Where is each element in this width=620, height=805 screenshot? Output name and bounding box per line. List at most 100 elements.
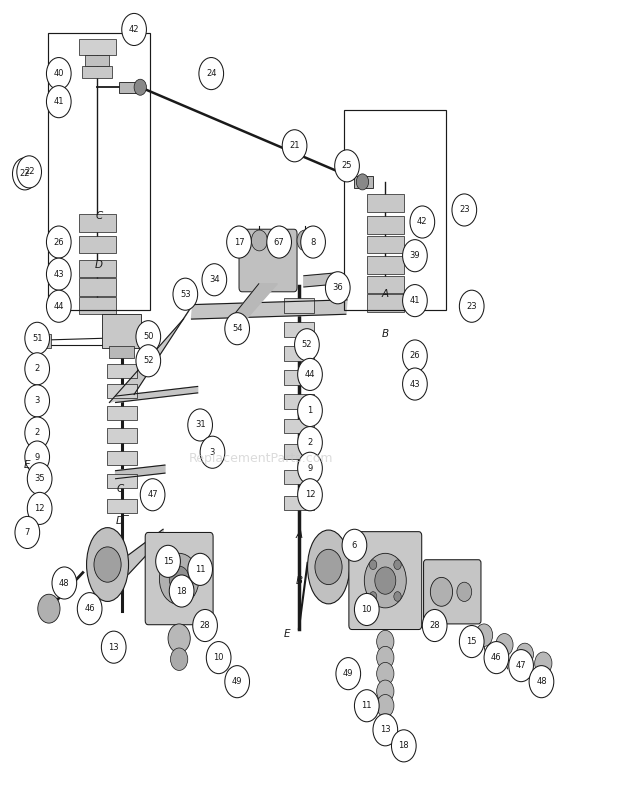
Text: 49: 49 (343, 669, 353, 678)
Circle shape (25, 417, 50, 449)
Text: 18: 18 (399, 741, 409, 750)
Circle shape (430, 577, 453, 606)
FancyBboxPatch shape (423, 559, 481, 624)
Text: 26: 26 (53, 237, 64, 246)
Polygon shape (350, 557, 358, 576)
Circle shape (25, 353, 50, 385)
Circle shape (200, 436, 225, 469)
Circle shape (225, 666, 249, 698)
Bar (367, 294, 404, 312)
Circle shape (370, 560, 377, 569)
Circle shape (173, 279, 198, 310)
Bar (284, 444, 314, 459)
Ellipse shape (87, 527, 128, 601)
Circle shape (169, 566, 189, 592)
Circle shape (193, 609, 218, 642)
Bar (344, 109, 446, 310)
Circle shape (484, 642, 509, 674)
Circle shape (410, 206, 435, 238)
Text: 2: 2 (35, 428, 40, 437)
Circle shape (529, 666, 554, 698)
Text: 28: 28 (200, 621, 210, 630)
Circle shape (294, 328, 319, 361)
Circle shape (355, 690, 379, 722)
Bar (107, 499, 136, 514)
Text: 42: 42 (417, 217, 428, 226)
Bar (284, 394, 314, 409)
Circle shape (188, 409, 213, 441)
Circle shape (377, 695, 394, 717)
Text: 39: 39 (410, 251, 420, 260)
Text: 35: 35 (34, 474, 45, 483)
Bar (367, 217, 404, 234)
Text: 17: 17 (234, 237, 244, 246)
Circle shape (46, 258, 71, 290)
Polygon shape (115, 386, 198, 402)
Text: 7: 7 (25, 528, 30, 537)
Circle shape (452, 194, 477, 226)
Text: 43: 43 (410, 379, 420, 389)
Text: 11: 11 (195, 565, 205, 574)
Text: 3: 3 (210, 448, 215, 456)
Circle shape (188, 553, 213, 585)
Bar (284, 470, 314, 485)
Circle shape (298, 427, 322, 459)
Circle shape (46, 85, 71, 118)
Bar (107, 428, 136, 443)
Text: 41: 41 (53, 97, 64, 106)
Circle shape (459, 625, 484, 658)
Circle shape (377, 680, 394, 703)
Text: 3: 3 (35, 396, 40, 406)
Bar (79, 214, 115, 232)
Bar (109, 346, 134, 357)
Bar (367, 276, 404, 293)
Text: 34: 34 (209, 275, 219, 284)
Bar (107, 474, 136, 489)
Circle shape (370, 592, 377, 601)
Text: 2: 2 (35, 365, 40, 374)
Text: 10: 10 (213, 653, 224, 662)
Circle shape (297, 230, 313, 251)
Circle shape (225, 312, 249, 345)
Text: 49: 49 (232, 677, 242, 686)
Text: 11: 11 (361, 701, 372, 710)
Circle shape (170, 648, 188, 671)
Circle shape (342, 529, 367, 561)
Text: 8: 8 (311, 237, 316, 246)
Text: 52: 52 (143, 357, 154, 365)
Circle shape (375, 567, 396, 594)
Polygon shape (128, 529, 163, 574)
Circle shape (202, 264, 227, 295)
Bar (367, 236, 404, 254)
Circle shape (301, 226, 326, 258)
Circle shape (394, 560, 401, 569)
Polygon shape (228, 284, 277, 322)
Text: 46: 46 (491, 653, 502, 662)
Polygon shape (109, 304, 193, 402)
Text: A: A (382, 289, 389, 299)
Bar (284, 496, 314, 510)
Text: 41: 41 (410, 296, 420, 305)
Bar (284, 298, 314, 312)
Text: 54: 54 (232, 324, 242, 333)
Circle shape (272, 230, 288, 251)
Bar (107, 364, 136, 378)
Bar (35, 333, 51, 348)
Circle shape (457, 582, 472, 601)
Text: ReplacementParts.com: ReplacementParts.com (188, 452, 333, 465)
Circle shape (402, 340, 427, 372)
Text: 31: 31 (195, 420, 205, 429)
Polygon shape (115, 465, 165, 479)
Circle shape (373, 714, 397, 746)
Circle shape (335, 150, 360, 182)
Circle shape (377, 630, 394, 653)
Circle shape (169, 575, 194, 607)
Bar (284, 370, 314, 385)
Text: 12: 12 (34, 504, 45, 513)
Circle shape (365, 553, 406, 608)
Text: 50: 50 (143, 332, 154, 341)
Text: 28: 28 (430, 621, 440, 630)
Bar (79, 236, 115, 254)
Circle shape (394, 592, 401, 601)
Text: 9: 9 (308, 464, 312, 473)
